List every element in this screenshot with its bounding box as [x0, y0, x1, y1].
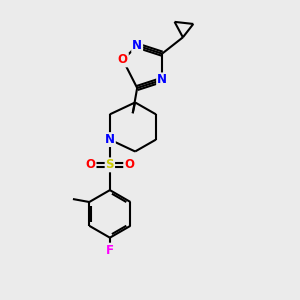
Text: O: O — [118, 53, 128, 66]
Text: N: N — [105, 133, 115, 146]
Text: N: N — [157, 74, 167, 86]
Text: S: S — [106, 158, 114, 171]
Text: F: F — [106, 244, 114, 257]
Text: O: O — [85, 158, 96, 171]
Text: N: N — [132, 39, 142, 52]
Text: O: O — [124, 158, 134, 171]
